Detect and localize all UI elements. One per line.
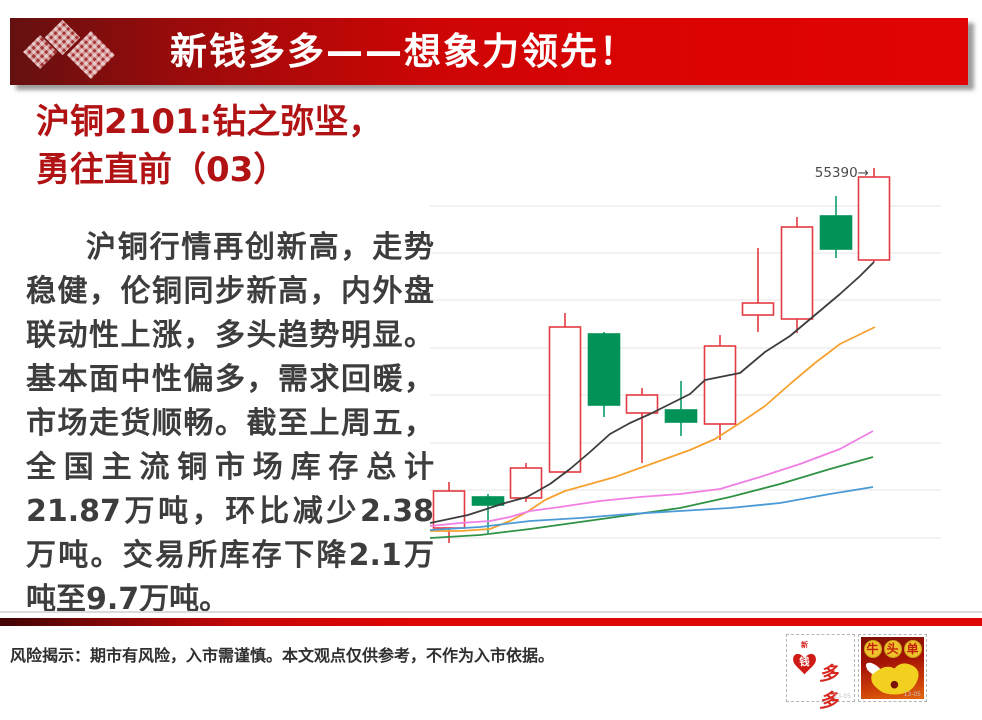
- qianduoduo-logo: 新 钱 多多 13-05: [786, 634, 855, 712]
- bull-head-icon: [865, 662, 919, 695]
- heart-char: 钱: [799, 656, 810, 669]
- footer-hairline: [0, 611, 982, 613]
- ma-orange: [430, 326, 876, 532]
- risk-disclaimer: 风险揭示：期市有风险，入市需谨慎。本文观点仅供参考，不作为入市依据。: [10, 646, 555, 665]
- article-title-line1: 沪铜2101:钻之弥坚，: [36, 102, 383, 142]
- candlestick-chart: 55390→: [430, 165, 941, 543]
- ma-green: [430, 456, 874, 539]
- header-banner: 新钱多多——想象力领先！: [10, 18, 968, 85]
- article-title-line2: 勇往直前（03）: [36, 150, 288, 190]
- ma-pink: [430, 430, 874, 527]
- footer-divider: [0, 618, 982, 626]
- bull-char-circle: 牛: [863, 640, 882, 658]
- ma-dark: [430, 261, 875, 524]
- banner-title: 新钱多多——想象力领先！: [170, 30, 638, 73]
- logo-small-text: 新: [801, 641, 808, 649]
- bull-logo-title: 牛 头 单: [861, 640, 924, 658]
- logo-stamp: 13-05: [833, 693, 851, 700]
- logo-suffix-text: 多多: [819, 663, 838, 712]
- niutoudan-logo: 牛 头 单 13-05: [858, 634, 927, 702]
- price-annotation: 55390→: [815, 165, 869, 181]
- logo-stamp: 13-05: [903, 691, 921, 698]
- ma-blue: [430, 486, 874, 531]
- bull-char-circle: 单: [903, 640, 922, 658]
- heart-icon: 钱: [793, 653, 816, 675]
- article-title: 沪铜2101:钻之弥坚， 勇往直前（03）: [36, 98, 456, 194]
- bull-logo-background: 牛 头 单 13-05: [861, 637, 924, 699]
- article-body: 沪铜行情再创新高，走势稳健，伦铜同步新高，内外盘联动性上涨，多头趋势明显。基本面…: [26, 230, 434, 617]
- bull-char-circle: 头: [883, 640, 902, 658]
